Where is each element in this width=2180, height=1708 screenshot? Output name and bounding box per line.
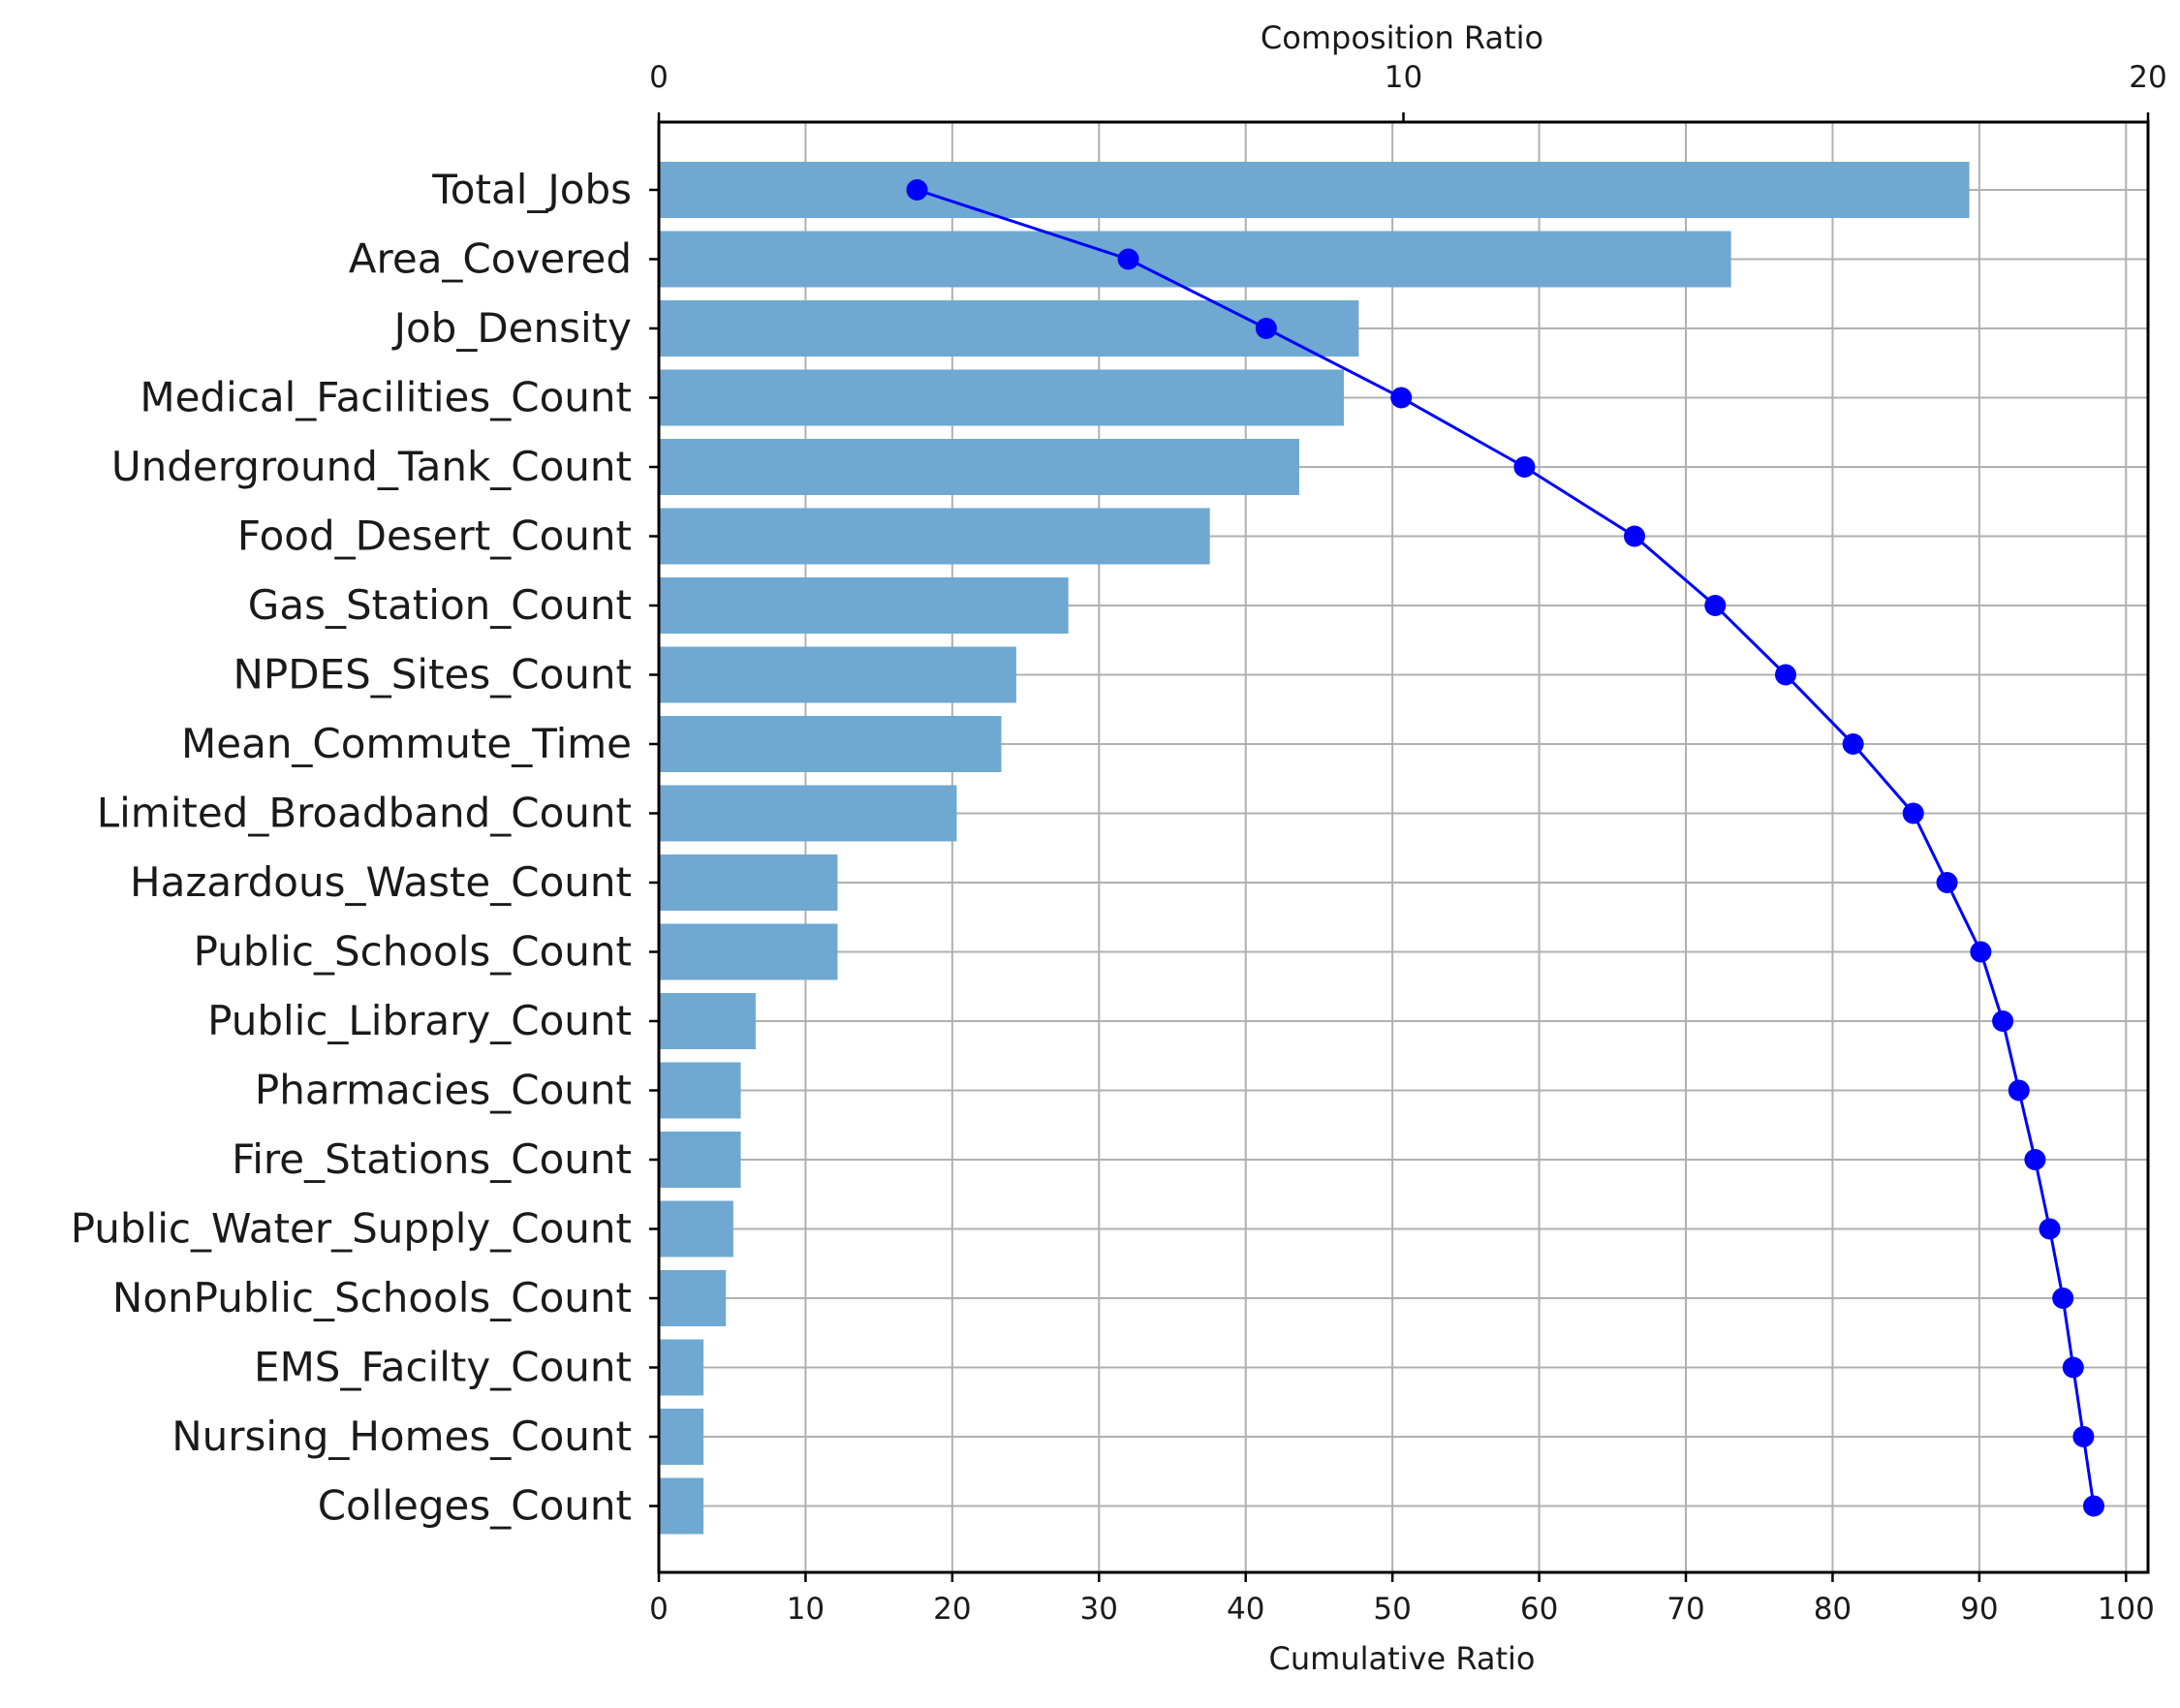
bar [659,231,1731,288]
category-label: Colleges_Count [318,1482,632,1530]
cumulative-point [1624,525,1645,547]
bottom-tick-label: 90 [1960,1592,1998,1627]
cumulative-point [1390,387,1413,409]
top-tick-label: 0 [649,60,669,95]
category-label: Area_Covered [349,235,632,283]
cumulative-point [2039,1218,2061,1240]
bottom-tick-label: 0 [649,1592,669,1627]
category-label: Job_Density [391,304,632,352]
bar [659,369,1345,426]
category-label: Medical_Facilities_Count [140,374,632,421]
cumulative-point [1970,941,1992,963]
cumulative-point [1513,456,1536,478]
bottom-tick-label: 60 [1520,1592,1558,1627]
bottom-tick-label: 30 [1080,1592,1118,1627]
cumulative-point [1774,664,1796,686]
top-tick-label: 10 [1385,60,1422,95]
category-label: NonPublic_Schools_Count [112,1274,632,1321]
bottom-axis-ticks: 0 10 20 30 40 50 60 70 80 90 100 [649,1572,2155,1627]
bar [659,1062,741,1119]
category-label: Pharmacies_Count [255,1067,632,1114]
bottom-tick-label: 40 [1227,1592,1264,1627]
cumulative-point [1255,318,1277,339]
bar [659,1132,741,1188]
bar [659,1477,704,1535]
category-labels: Total_Jobs Area_Covered Job_Density Medical… [71,166,659,1530]
cumulative-point [1902,802,1924,824]
bar [659,785,957,842]
bar [659,993,756,1049]
cumulative-point [1117,248,1139,270]
bar [659,300,1359,357]
category-label: NPDES_Sites_Count [233,651,632,699]
category-label: Hazardous_Waste_Count [130,858,632,906]
top-tick-label: 20 [2129,60,2166,95]
category-label: Nursing_Homes_Count [171,1413,632,1460]
cumulative-polyline [917,188,2096,1506]
bars [659,162,1970,1535]
category-label: Mean_Commute_Time [181,720,632,767]
cumulative-point [2024,1149,2046,1170]
bar [659,854,838,911]
bar [659,1270,727,1326]
category-label: Underground_Tank_Count [111,443,632,490]
cumulative-point [2072,1426,2095,1447]
bar [659,1409,704,1465]
bar [659,646,1016,703]
cumulative-point [2008,1079,2030,1102]
bar [659,1339,704,1396]
top-axis-ticks: 0 10 20 [649,60,2167,122]
category-label: Total_Jobs [431,166,632,213]
category-label: Public_Water_Supply_Count [71,1205,632,1253]
category-label: Limited_Broadband_Count [97,790,632,837]
cumulative-line [906,179,2104,1517]
bottom-tick-label: 20 [933,1592,971,1627]
bar [659,508,1210,565]
category-label: Public_Library_Count [207,997,632,1044]
category-label: EMS_Facilty_Count [254,1344,632,1391]
cumulative-point [2062,1356,2084,1379]
cumulative-point [2052,1288,2074,1309]
cumulative-point [906,179,928,201]
cumulative-point [2082,1495,2104,1517]
cumulative-point [1842,733,1864,755]
bar [659,439,1299,495]
bar [659,1200,733,1258]
bottom-tick-label: 50 [1373,1592,1411,1627]
bottom-tick-label: 100 [2098,1592,2155,1627]
category-label: Fire_Stations_Count [232,1135,632,1183]
cumulative-point [1936,872,1958,893]
bottom-axis-title: Cumulative Ratio [1269,1640,1536,1677]
bottom-tick-label: 10 [787,1592,825,1627]
bottom-tick-label: 80 [1814,1592,1852,1627]
bar [659,716,1002,772]
category-label: Food_Desert_Count [237,512,632,560]
bar [659,577,1069,634]
cumulative-point [1992,1010,2014,1032]
bar [659,162,1970,218]
category-label: Gas_Station_Count [248,581,632,629]
category-label: Public_Schools_Count [194,928,632,976]
cumulative-point [1704,595,1727,616]
top-axis-title: Composition Ratio [1261,19,1543,56]
bottom-tick-label: 70 [1666,1592,1704,1627]
bar [659,923,838,980]
